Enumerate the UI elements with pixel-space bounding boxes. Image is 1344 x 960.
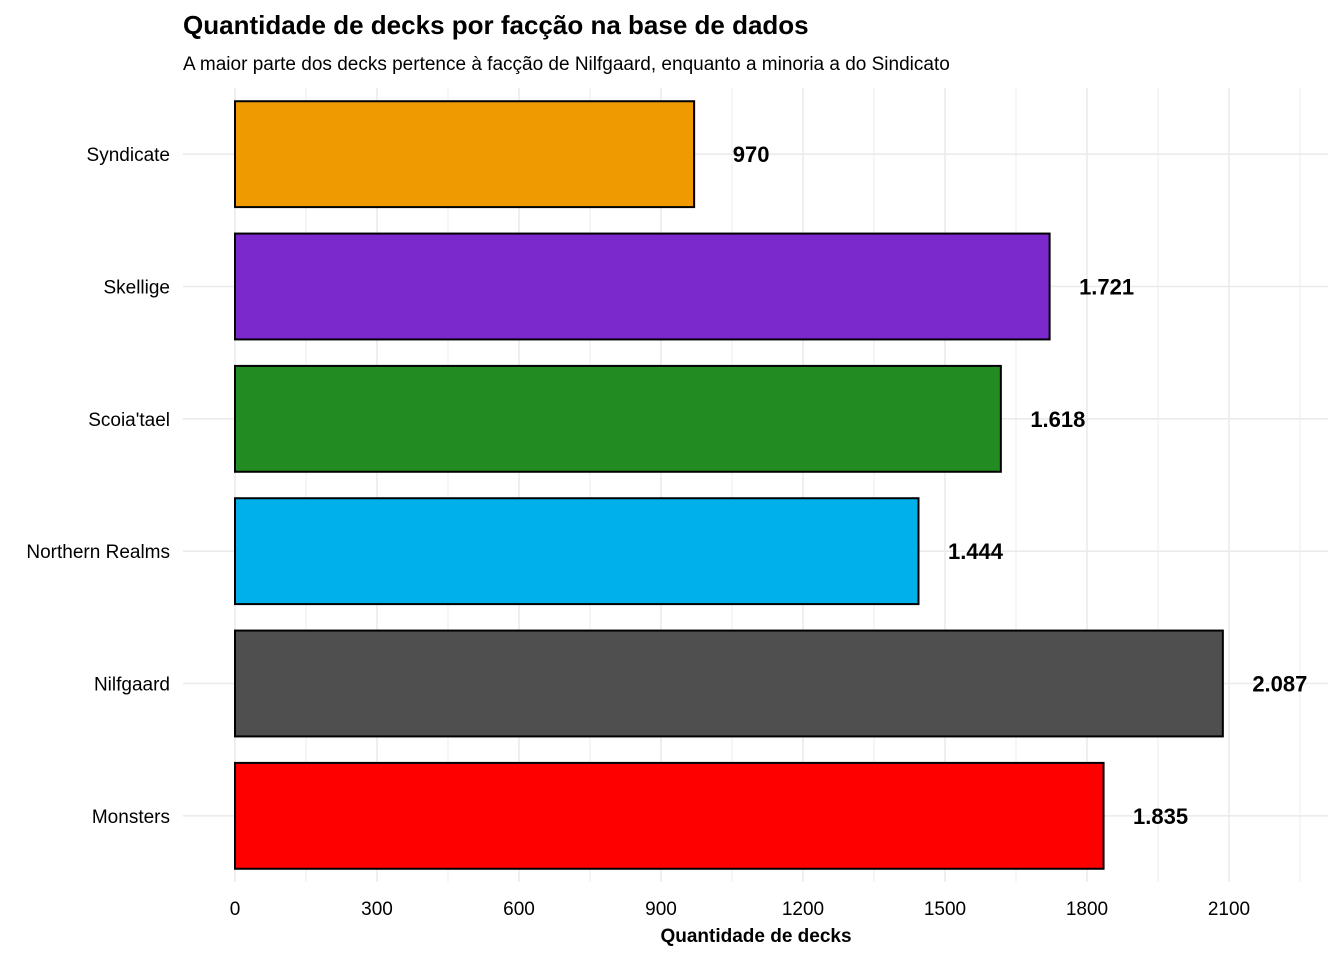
- y-axis-labels: Syndicate Skellige Scoia'tael Northern Real…: [26, 145, 170, 828]
- y-tick-label: Syndicate: [87, 145, 170, 166]
- y-tick-label: Skellige: [103, 278, 170, 299]
- data-label: 1.835: [1133, 804, 1188, 829]
- bar: [234, 761, 1105, 870]
- x-tick-label: 1200: [782, 899, 824, 920]
- data-label: 970: [733, 142, 770, 167]
- data-label: 2.087: [1252, 672, 1307, 697]
- x-axis-title: Quantidade de decks: [660, 926, 851, 947]
- y-tick-label: Northern Realms: [26, 542, 170, 563]
- bar: [234, 100, 696, 209]
- chart-subtitle: A maior parte dos decks pertence à facçã…: [183, 54, 950, 75]
- chart-title: Quantidade de decks por facção na base d…: [183, 10, 809, 40]
- x-tick-label: 600: [503, 899, 535, 920]
- bar: [234, 232, 1051, 341]
- bar: [234, 364, 1002, 473]
- data-label: 1.618: [1030, 407, 1085, 432]
- x-tick-label: 1800: [1066, 899, 1108, 920]
- x-tick-label: 300: [361, 899, 393, 920]
- bars: [234, 100, 1224, 870]
- x-tick-label: 1500: [924, 899, 966, 920]
- bar: [234, 629, 1224, 738]
- x-axis-ticks: 0 300 600 900 1200 1500 1800 2100: [230, 899, 1250, 920]
- y-tick-label: Nilfgaard: [94, 675, 170, 696]
- data-label: 1.721: [1079, 275, 1134, 300]
- y-tick-label: Scoia'tael: [88, 410, 170, 431]
- data-label: 1.444: [948, 539, 1004, 564]
- x-tick-label: 0: [230, 899, 241, 920]
- x-tick-label: 2100: [1208, 899, 1250, 920]
- data-labels: 970 1.721 1.618 1.444 2.087 1.835: [733, 142, 1308, 829]
- x-tick-label: 900: [645, 899, 677, 920]
- y-tick-label: Monsters: [92, 807, 170, 828]
- bar: [234, 497, 920, 606]
